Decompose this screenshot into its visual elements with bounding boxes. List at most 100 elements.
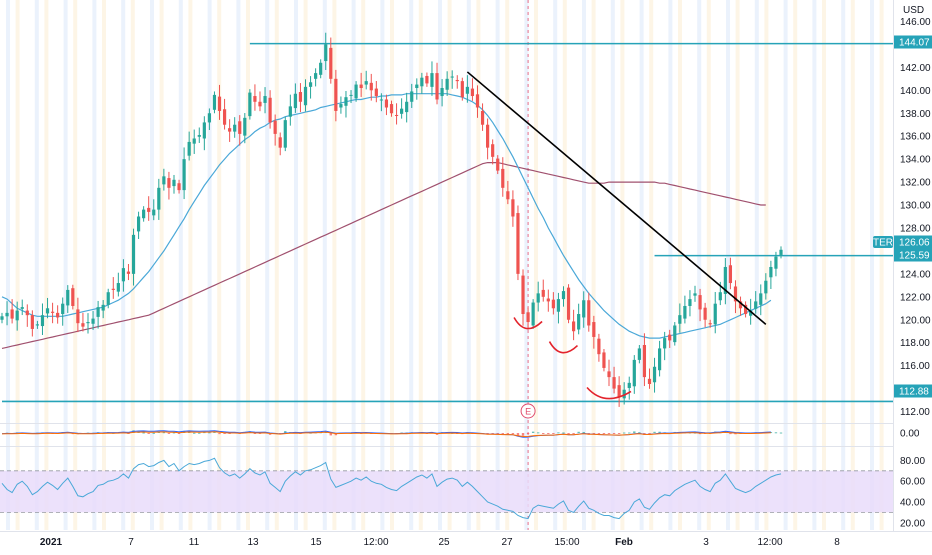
macd-histogram-bar	[491, 433, 494, 434]
macd-histogram-bar	[284, 431, 287, 433]
macd-histogram-bar	[531, 431, 535, 433]
candle-body	[465, 86, 469, 94]
session-stripe	[735, 0, 740, 530]
candle-body	[329, 47, 333, 79]
macd-histogram-bar	[617, 433, 621, 434]
candle	[652, 357, 657, 393]
time-tick-label: 11	[189, 537, 200, 548]
candle-body	[733, 286, 738, 302]
candle	[738, 296, 743, 316]
candle	[673, 322, 677, 346]
macd-histogram-bar	[734, 433, 737, 435]
session-stripe	[534, 0, 538, 530]
symbol-tag-label: TER	[873, 238, 893, 249]
candle	[147, 196, 151, 221]
macd-histogram-bar	[526, 433, 530, 434]
candle	[536, 281, 540, 312]
candle-body	[268, 97, 272, 123]
candle-body	[440, 88, 444, 97]
candle-body	[445, 78, 449, 90]
macd-histogram-bar	[511, 433, 515, 435]
macd-histogram-bar	[218, 433, 221, 435]
rsi-line	[1, 457, 782, 520]
candle-body	[749, 310, 753, 316]
price-tag-bg	[894, 35, 932, 49]
price-tag-bg	[894, 235, 932, 249]
candle-body	[359, 84, 363, 89]
candle-body	[298, 92, 303, 102]
candle	[506, 180, 510, 205]
macd-histogram-bar	[223, 433, 226, 434]
candle	[329, 37, 333, 84]
price-tick-label: 120.00	[900, 315, 931, 326]
candle	[445, 71, 449, 96]
macd-histogram-bar	[516, 433, 520, 436]
dip-annotation-arc	[548, 341, 579, 354]
candle-body	[56, 312, 60, 318]
macd-histogram-bar	[167, 433, 171, 434]
session-stripe	[188, 0, 193, 530]
candle-body	[688, 299, 692, 306]
candle-body	[632, 359, 636, 387]
candle	[192, 129, 196, 154]
candle	[197, 127, 201, 143]
candle-body	[339, 104, 343, 108]
candle-body	[0, 316, 4, 320]
session-stripe	[178, 0, 183, 530]
rsi-panel: 80.00 60.00 40.00 20.00	[0, 456, 925, 529]
session-stripe	[870, 0, 874, 530]
descending-trendline	[466, 71, 767, 325]
candle	[774, 251, 778, 277]
candle	[754, 291, 758, 314]
candle	[268, 90, 272, 129]
candle	[243, 113, 247, 144]
candle-body	[76, 309, 80, 324]
candle-body	[228, 128, 232, 132]
candle-body	[582, 300, 586, 318]
macd-histogram-bar	[653, 431, 656, 433]
price-tag-label: 144.07	[899, 38, 930, 49]
session-stripe	[553, 0, 558, 530]
candle	[572, 309, 576, 341]
rsi-tick-label: 60.00	[900, 477, 925, 488]
candle-body	[349, 94, 353, 96]
candle	[415, 78, 419, 100]
candle-body	[86, 322, 90, 324]
candle	[420, 72, 424, 94]
session-stripe	[159, 0, 164, 530]
price-tag-bg	[894, 248, 932, 262]
candle-body	[354, 84, 358, 99]
time-tick-label: Feb	[615, 537, 633, 548]
candle-body	[521, 275, 525, 315]
candle	[369, 73, 373, 101]
time-tick-label: 27	[501, 537, 513, 548]
macd-histogram-bar	[334, 433, 338, 436]
earnings-badge: E	[520, 403, 536, 419]
candle	[546, 289, 550, 312]
price-tag: 112.88	[894, 384, 932, 398]
candle-body	[136, 216, 141, 232]
candle	[723, 258, 727, 305]
candle-body	[111, 288, 115, 290]
candle	[126, 263, 131, 281]
candle-body	[410, 91, 414, 102]
candle	[86, 313, 90, 334]
candle-body	[526, 312, 530, 323]
macd-histogram-bar	[622, 432, 626, 434]
candle	[480, 103, 485, 131]
session-stripe	[409, 0, 414, 530]
session-stripe	[265, 0, 270, 530]
dip-annotation-arc	[586, 386, 632, 400]
price-tick-label: 122.00	[900, 292, 931, 303]
candle	[587, 292, 591, 332]
session-stripe	[294, 0, 298, 530]
candle-body	[668, 334, 672, 341]
price-tick-label: 132.00	[900, 178, 931, 189]
candle	[551, 292, 555, 315]
session-stripe	[217, 0, 222, 530]
candle-body	[617, 385, 621, 397]
price-tick-label: 136.00	[900, 132, 931, 143]
price-tag: 125.59	[894, 248, 932, 262]
